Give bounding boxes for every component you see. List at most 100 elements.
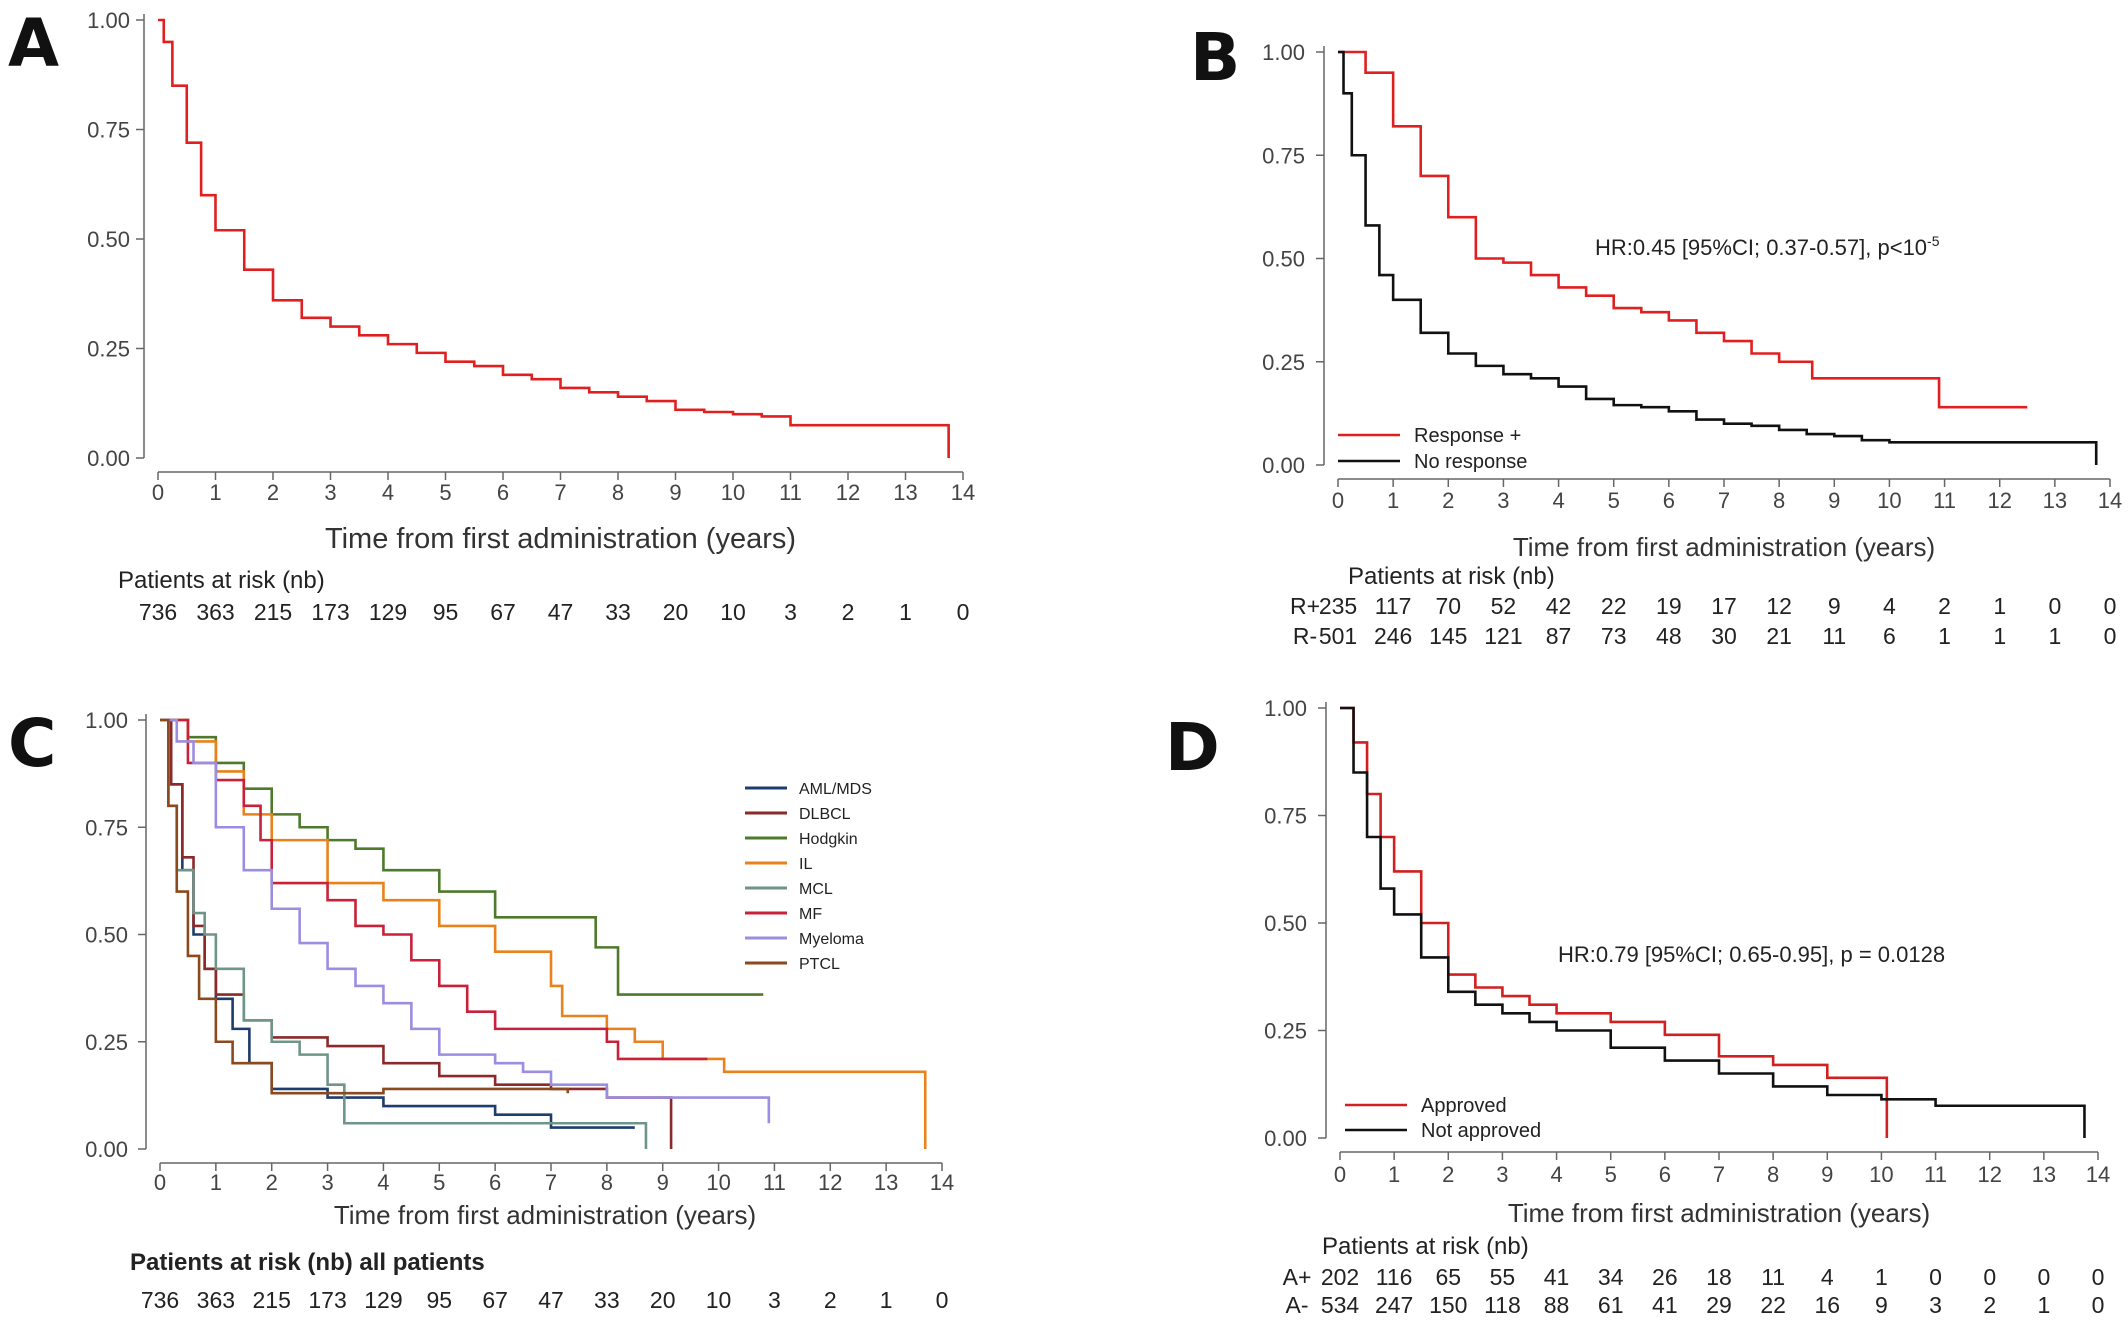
x-tick-label: 5	[433, 1170, 445, 1195]
y-tick-label: 0.25	[85, 1030, 128, 1055]
risk-row-label: R-	[1293, 623, 1317, 649]
x-tick-label: 2	[267, 480, 279, 505]
risk-count: 121	[1484, 623, 1522, 649]
risk-count: 95	[426, 1287, 452, 1313]
panel-letter: D	[1165, 709, 1220, 786]
risk-count: 88	[1544, 1292, 1570, 1318]
risk-count: 19	[1656, 593, 1682, 619]
x-tick-label: 10	[706, 1170, 730, 1195]
legend-entry: DLBCL	[799, 806, 851, 823]
risk-count: 1	[1993, 623, 2006, 649]
risk-count: 0	[2092, 1264, 2105, 1290]
risk-count: 11	[1822, 623, 1846, 649]
risk-count: 34	[1598, 1264, 1624, 1290]
x-tick-label: 1	[209, 480, 221, 505]
y-tick-label: 0.50	[87, 227, 130, 252]
y-tick-label: 0.00	[1264, 1126, 1307, 1151]
risk-count: 1	[1875, 1264, 1888, 1290]
x-tick-label: 4	[1552, 488, 1564, 513]
panel-a: A0.000.250.500.751.000 1 2 3 4 5 6 7 8 9 10 11 12 13 1…	[8, 5, 975, 625]
risk-count: 33	[605, 599, 631, 625]
x-axis-label: Time from first administration (years)	[1513, 532, 1935, 562]
risk-count: 22	[1760, 1292, 1786, 1318]
risk-count: 0	[2048, 593, 2061, 619]
legend-entry: MF	[799, 906, 822, 923]
risk-count: 1	[899, 599, 912, 625]
risk-count: 41	[1652, 1292, 1678, 1318]
y-tick-label: 0.25	[87, 337, 130, 362]
risk-count: 534	[1321, 1292, 1360, 1318]
x-tick-label: 3	[321, 1170, 333, 1195]
risk-count: 20	[663, 599, 689, 625]
risk-count: 9	[1875, 1292, 1888, 1318]
x-axis-label: Time from first administration (years)	[325, 523, 796, 555]
x-tick-label: 3	[1497, 488, 1509, 513]
risk-count: 0	[1983, 1264, 1996, 1290]
risk-count: 2	[842, 599, 855, 625]
x-tick-label: 10	[1877, 488, 1901, 513]
risk-count: 173	[308, 1287, 346, 1313]
risk-count: 22	[1601, 593, 1627, 619]
risk-count: 67	[490, 599, 516, 625]
x-tick-label: 13	[2032, 1162, 2056, 1187]
x-tick-label: 9	[657, 1170, 669, 1195]
x-tick-label: 13	[874, 1170, 898, 1195]
x-axis-label: Time from first administration (years)	[334, 1200, 756, 1230]
risk-table-title: Patients at risk (nb)	[1322, 1233, 1529, 1260]
y-tick-label: 1.00	[85, 708, 128, 733]
legend-entry: PTCL	[799, 956, 840, 973]
risk-count: 21	[1766, 623, 1792, 649]
risk-count: 11	[1761, 1264, 1785, 1290]
x-tick-label: 12	[818, 1170, 842, 1195]
x-tick-label: 4	[1550, 1162, 1562, 1187]
risk-count: 0	[936, 1287, 949, 1313]
legend-entry: Myeloma	[799, 931, 864, 948]
risk-count: 70	[1435, 593, 1461, 619]
x-tick-label: 10	[721, 480, 745, 505]
risk-count: 65	[1435, 1264, 1461, 1290]
x-tick-label: 0	[1332, 488, 1344, 513]
y-tick-label: 0.25	[1264, 1019, 1307, 1044]
risk-count: 202	[1321, 1264, 1359, 1290]
hazard-ratio-annotation: HR:0.79 [95%CI; 0.65-0.95], p = 0.0128	[1558, 942, 1945, 967]
legend-entry: IL	[799, 856, 812, 873]
risk-count: 247	[1375, 1292, 1413, 1318]
risk-count: 52	[1491, 593, 1517, 619]
risk-count: 10	[720, 599, 746, 625]
x-tick-label: 1	[1387, 488, 1399, 513]
y-tick-label: 1.00	[1262, 40, 1305, 65]
x-tick-label: 12	[836, 480, 860, 505]
x-tick-label: 8	[1773, 488, 1785, 513]
risk-count: 73	[1601, 623, 1627, 649]
risk-count: 0	[2104, 623, 2117, 649]
risk-count: 215	[253, 1287, 291, 1313]
risk-count: 47	[548, 599, 574, 625]
risk-count: 363	[196, 599, 234, 625]
x-tick-label: 3	[324, 480, 336, 505]
survival-curve	[158, 18, 950, 458]
x-tick-label: 11	[779, 480, 802, 505]
legend-entry: Response +	[1414, 425, 1521, 447]
risk-count: 47	[538, 1287, 564, 1313]
risk-row-label: A-	[1286, 1292, 1309, 1318]
legend-entry: Hodgkin	[799, 831, 858, 848]
panel-d: D0.000.250.500.751.000 1 2 3 4 5 6 7 8 9 10 11 12 13 1…	[1165, 696, 2110, 1318]
x-tick-label: 7	[554, 480, 566, 505]
x-tick-label: 11	[1933, 488, 1956, 513]
x-tick-label: 1	[1388, 1162, 1400, 1187]
risk-count: 0	[957, 599, 970, 625]
p-value-exponent: -5	[1927, 233, 1940, 249]
risk-table-title: Patients at risk (nb)	[1348, 563, 1555, 590]
x-tick-label: 5	[439, 480, 451, 505]
survival-curve-approved	[1340, 706, 1889, 1138]
risk-count: 129	[364, 1287, 402, 1313]
x-tick-label: 6	[1659, 1162, 1671, 1187]
legend-entry: Approved	[1421, 1095, 1507, 1117]
y-tick-label: 0.00	[1262, 453, 1305, 478]
risk-count: 0	[1929, 1264, 1942, 1290]
risk-count: 4	[1821, 1264, 1834, 1290]
risk-count: 173	[311, 599, 349, 625]
risk-count: 116	[1376, 1264, 1413, 1290]
y-tick-label: 0.25	[1262, 350, 1305, 375]
risk-count: 363	[197, 1287, 235, 1313]
